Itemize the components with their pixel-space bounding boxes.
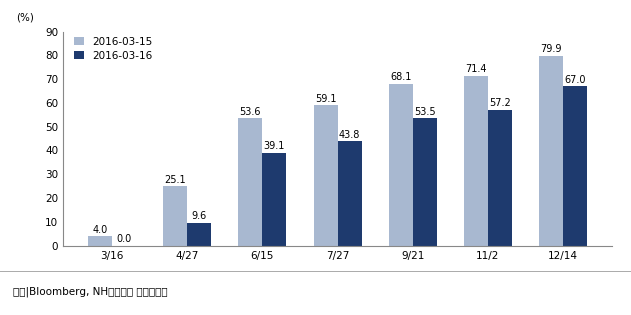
Bar bbox=[187, 223, 211, 246]
Text: 39.1: 39.1 bbox=[264, 141, 285, 151]
Text: (%): (%) bbox=[16, 13, 34, 23]
Text: 자료|Bloomberg, NH투자증권 리서치센터: 자료|Bloomberg, NH투자증권 리서치센터 bbox=[13, 287, 167, 297]
Text: 71.4: 71.4 bbox=[465, 64, 487, 74]
Bar bbox=[239, 118, 262, 246]
Text: 53.5: 53.5 bbox=[414, 107, 435, 117]
Legend: 2016-03-15, 2016-03-16: 2016-03-15, 2016-03-16 bbox=[74, 37, 153, 61]
Text: 25.1: 25.1 bbox=[165, 175, 186, 185]
Text: 59.1: 59.1 bbox=[315, 94, 336, 104]
Text: 53.6: 53.6 bbox=[240, 107, 261, 117]
Bar bbox=[338, 141, 362, 246]
Bar bbox=[488, 110, 512, 246]
Text: 68.1: 68.1 bbox=[390, 72, 411, 82]
Text: 79.9: 79.9 bbox=[540, 44, 562, 54]
Text: 9.6: 9.6 bbox=[192, 211, 207, 221]
Text: 67.0: 67.0 bbox=[564, 75, 586, 85]
Text: 57.2: 57.2 bbox=[489, 98, 511, 108]
Bar bbox=[413, 118, 437, 246]
Bar bbox=[539, 55, 563, 246]
Bar bbox=[163, 186, 187, 246]
Text: 43.8: 43.8 bbox=[339, 130, 360, 140]
Bar bbox=[262, 153, 286, 246]
Text: 0.0: 0.0 bbox=[117, 234, 132, 244]
Bar bbox=[88, 236, 112, 246]
Text: 4.0: 4.0 bbox=[93, 225, 108, 235]
Bar bbox=[464, 76, 488, 246]
Bar bbox=[314, 105, 338, 246]
Bar bbox=[389, 83, 413, 246]
Bar bbox=[563, 86, 587, 246]
